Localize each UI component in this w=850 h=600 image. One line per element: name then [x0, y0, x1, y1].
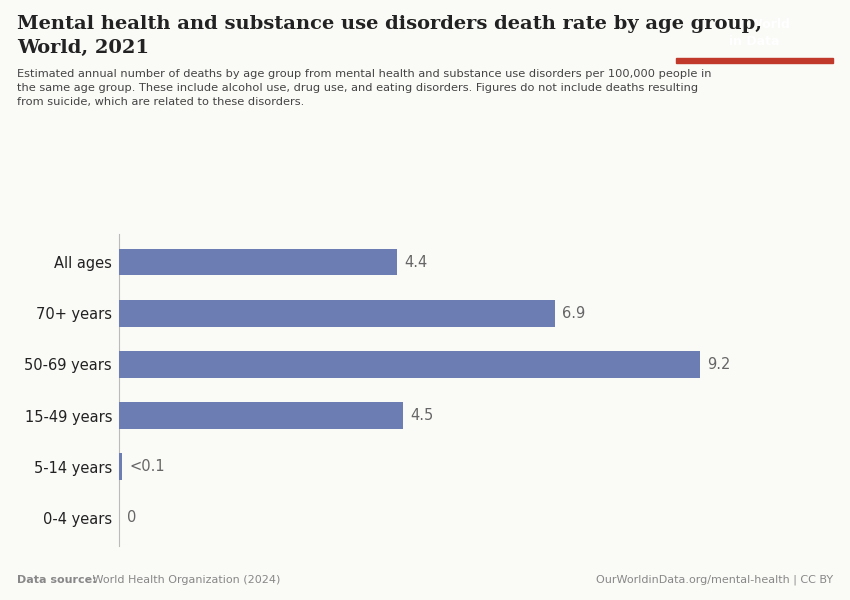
- Bar: [119, 454, 122, 480]
- Text: Our World: Our World: [719, 18, 790, 31]
- Text: 9.2: 9.2: [707, 357, 731, 372]
- Text: in Data: in Data: [729, 35, 779, 49]
- Text: 4.5: 4.5: [411, 408, 434, 423]
- Text: 6.9: 6.9: [562, 306, 586, 321]
- Bar: [676, 58, 833, 63]
- Text: 0: 0: [127, 511, 136, 526]
- Text: 4.4: 4.4: [405, 254, 428, 269]
- Text: <0.1: <0.1: [130, 459, 166, 474]
- Text: Mental health and substance use disorders death rate by age group,: Mental health and substance use disorder…: [17, 15, 762, 33]
- Text: OurWorldinData.org/mental-health | CC BY: OurWorldinData.org/mental-health | CC BY: [596, 575, 833, 585]
- Bar: [119, 300, 555, 326]
- Bar: [119, 351, 700, 378]
- Text: World Health Organization (2024): World Health Organization (2024): [89, 575, 280, 585]
- Text: Estimated annual number of deaths by age group from mental health and substance : Estimated annual number of deaths by age…: [17, 69, 711, 107]
- Text: Data source:: Data source:: [17, 575, 97, 585]
- Bar: [119, 402, 403, 429]
- Bar: [119, 249, 397, 275]
- Text: World, 2021: World, 2021: [17, 39, 149, 57]
